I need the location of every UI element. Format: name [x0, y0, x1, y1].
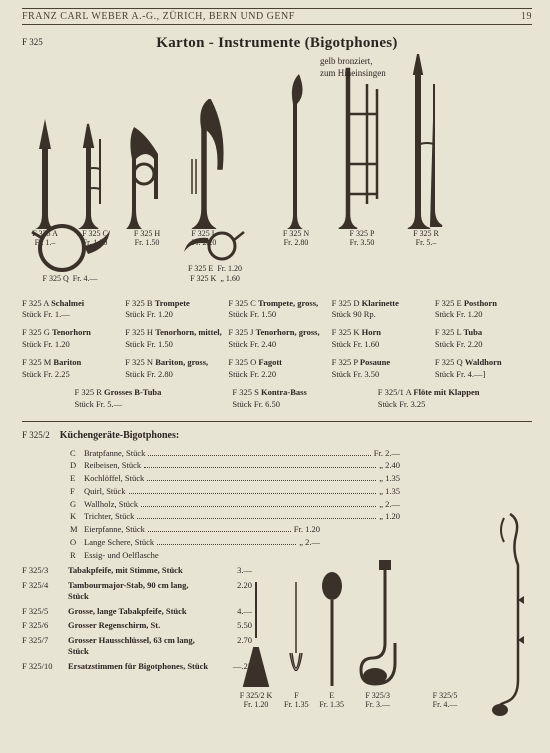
catalog-row: F 325 M BaritonStück Fr. 2.25 F 325 N Ba… — [22, 357, 532, 381]
french-horn-icon — [28, 218, 112, 274]
lower-items: F 325/3Tabakpfeife, mit Stimme, Stück3.—… — [22, 565, 252, 672]
instrument-item: F 325 H Fr. 1.50 — [122, 119, 172, 248]
list-item: F 325/3Tabakpfeife, mit Stimme, Stück3.— — [22, 565, 252, 576]
funnel-icon — [238, 578, 274, 688]
catalog-cell: F 325 H Tenorhorn, mittel,Stück Fr. 1.50 — [125, 327, 222, 351]
catalog-cell: F 325/1 A Flöte mit KlappenStück Fr. 3.2… — [378, 387, 480, 411]
catalog-row: F 325 G TenorhornStück Fr. 1.20 F 325 H … — [22, 327, 532, 351]
divider — [22, 421, 532, 422]
list-item: F 325/4Tambourmajor-Stab, 90 cm lang, St… — [22, 580, 252, 603]
section2-title: Küchengeräte-Bigotphones: — [60, 430, 179, 441]
list-item: F 325/7Grosser Hausschlüssel, 63 cm lang… — [22, 635, 252, 658]
list-item: REssig- und Oelflasche — [70, 549, 230, 562]
catalog-row: F 325 A SchalmeiStück Fr. 1.— F 325 B Tr… — [22, 298, 532, 322]
catalog-cell: F 325 N Bariton, gross,Stück Fr. 2.80 — [125, 357, 222, 381]
section2-code: F 325/2 — [22, 430, 50, 447]
instrument-item: F 325 R Fr. 5.– — [398, 54, 454, 248]
catalog-cell: F 325 G TenorhornStück Fr. 1.20 — [22, 327, 119, 351]
posthorn-icon — [182, 222, 248, 264]
list-item: OLange Schere, Stück„ 2.— — [70, 536, 320, 549]
main-title: Karton - Instrumente (Bigotphones) — [22, 35, 532, 52]
catalog-cell: F 325 S Kontra-BassStück Fr. 6.50 — [232, 387, 306, 411]
catalog-cell: F 325 A SchalmeiStück Fr. 1.— — [22, 298, 119, 322]
catalog-cell: F 325 E PosthornStück Fr. 1.20 — [435, 298, 532, 322]
instrument-item: F 325 E Fr. 1.20 F 325 K „ 1.60 — [182, 222, 248, 283]
trombone-icon — [337, 64, 387, 229]
catalog-cell: F 325 O FagottStück Fr. 2.20 — [228, 357, 325, 381]
pipe-icon — [355, 558, 401, 688]
clarinet-icon — [281, 74, 311, 229]
list-item: MEierpfanne, StückFr. 1.20 — [70, 523, 320, 536]
trumpet-icon — [78, 119, 112, 229]
catalog-cell: F 325 J Tenorhorn, gross,Stück Fr. 2.40 — [228, 327, 325, 351]
catalog-cell: F 325 Q WaldhornStück Fr. 4.—] — [435, 357, 532, 381]
catalog-cell: F 325 D KlarinetteStück 90 Rp. — [332, 298, 429, 322]
page-number: 19 — [521, 11, 532, 22]
figure-item: F 325/3Fr. 3.— — [355, 558, 401, 710]
long-pipe-icon — [490, 510, 530, 720]
list-item: GWallholz, Stück„ 2.— — [70, 498, 400, 511]
catalog-cell: F 325 P PosauneStück Fr. 3.50 — [332, 357, 429, 381]
spoon-icon — [319, 568, 345, 688]
page-header: FRANZ CARL WEBER A.-G., ZÜRICH, BERN UND… — [22, 8, 532, 25]
list-item: F 325/6Grosser Regenschirm, St.5.50 — [22, 620, 252, 631]
figure-item: F 325/2 KFr. 1.20 — [238, 578, 274, 710]
catalog-cell: F 325 C Trompete, gross,Stück Fr. 1.50 — [228, 298, 325, 322]
catalog-grid: F 325 A SchalmeiStück Fr. 1.— F 325 B Tr… — [22, 298, 532, 411]
company-name: FRANZ CARL WEBER A.-G., ZÜRICH, BERN UND… — [22, 11, 295, 22]
instrument-item: F 325 N Fr. 2.80 — [266, 74, 326, 248]
section2-header: F 325/2 Küchengeräte-Bigotphones: — [22, 430, 532, 447]
tuba-icon — [180, 99, 228, 229]
catalog-cell: F 325 R Grosses B-TubaStück Fr. 5.— — [74, 387, 161, 411]
bass-icon — [404, 54, 448, 229]
trumpet-icon — [31, 119, 59, 229]
whisk-icon — [285, 578, 307, 688]
list-item: F 325/5Grosse, lange Tabakpfeife, Stück4… — [22, 606, 252, 617]
list-item: FQuirl, Stück„ 1.35 — [70, 485, 400, 498]
catalog-cell: F 325 B TrompeteStück Fr. 1.20 — [125, 298, 222, 322]
catalog-row: F 325 R Grosses B-TubaStück Fr. 5.— F 32… — [22, 387, 532, 411]
list-item: F 325/10Ersatzstimmen für Bigotphones, S… — [22, 661, 252, 672]
instrument-item: F 325 P Fr. 3.50 — [330, 64, 394, 248]
figure-item: F 325/5Fr. 4.— — [433, 691, 458, 710]
figure-item: FFr. 1.35 — [284, 578, 309, 710]
catalog-cell: F 325 M BaritonStück Fr. 2.25 — [22, 357, 119, 381]
list-item: EKochlöffel, Stück„ 1.35 — [70, 472, 400, 485]
list-item: CBratpfanne, StückFr. 2.— — [70, 447, 400, 460]
catalog-cell: F 325 K HornStück Fr. 1.60 — [332, 327, 429, 351]
instrument-item: F 325 Q Fr. 4.— — [28, 218, 112, 284]
list-item: KTrichter, Stück„ 1.20 — [70, 510, 400, 523]
list-item: DReibeisen, Stück„ 2.40 — [70, 459, 400, 472]
kitchen-list: CBratpfanne, StückFr. 2.— DReibeisen, St… — [70, 447, 400, 562]
figure-item: EFr. 1.35 — [319, 568, 345, 710]
catalog-cell: F 325 L TubaStück Fr. 2.20 — [435, 327, 532, 351]
bottom-figures: F 325/2 KFr. 1.20 FFr. 1.35 EFr. 1.35 F … — [238, 558, 457, 710]
horn-icon — [126, 119, 168, 229]
sub-note: gelb bronziert, zum Hineinsingen — [320, 56, 386, 79]
